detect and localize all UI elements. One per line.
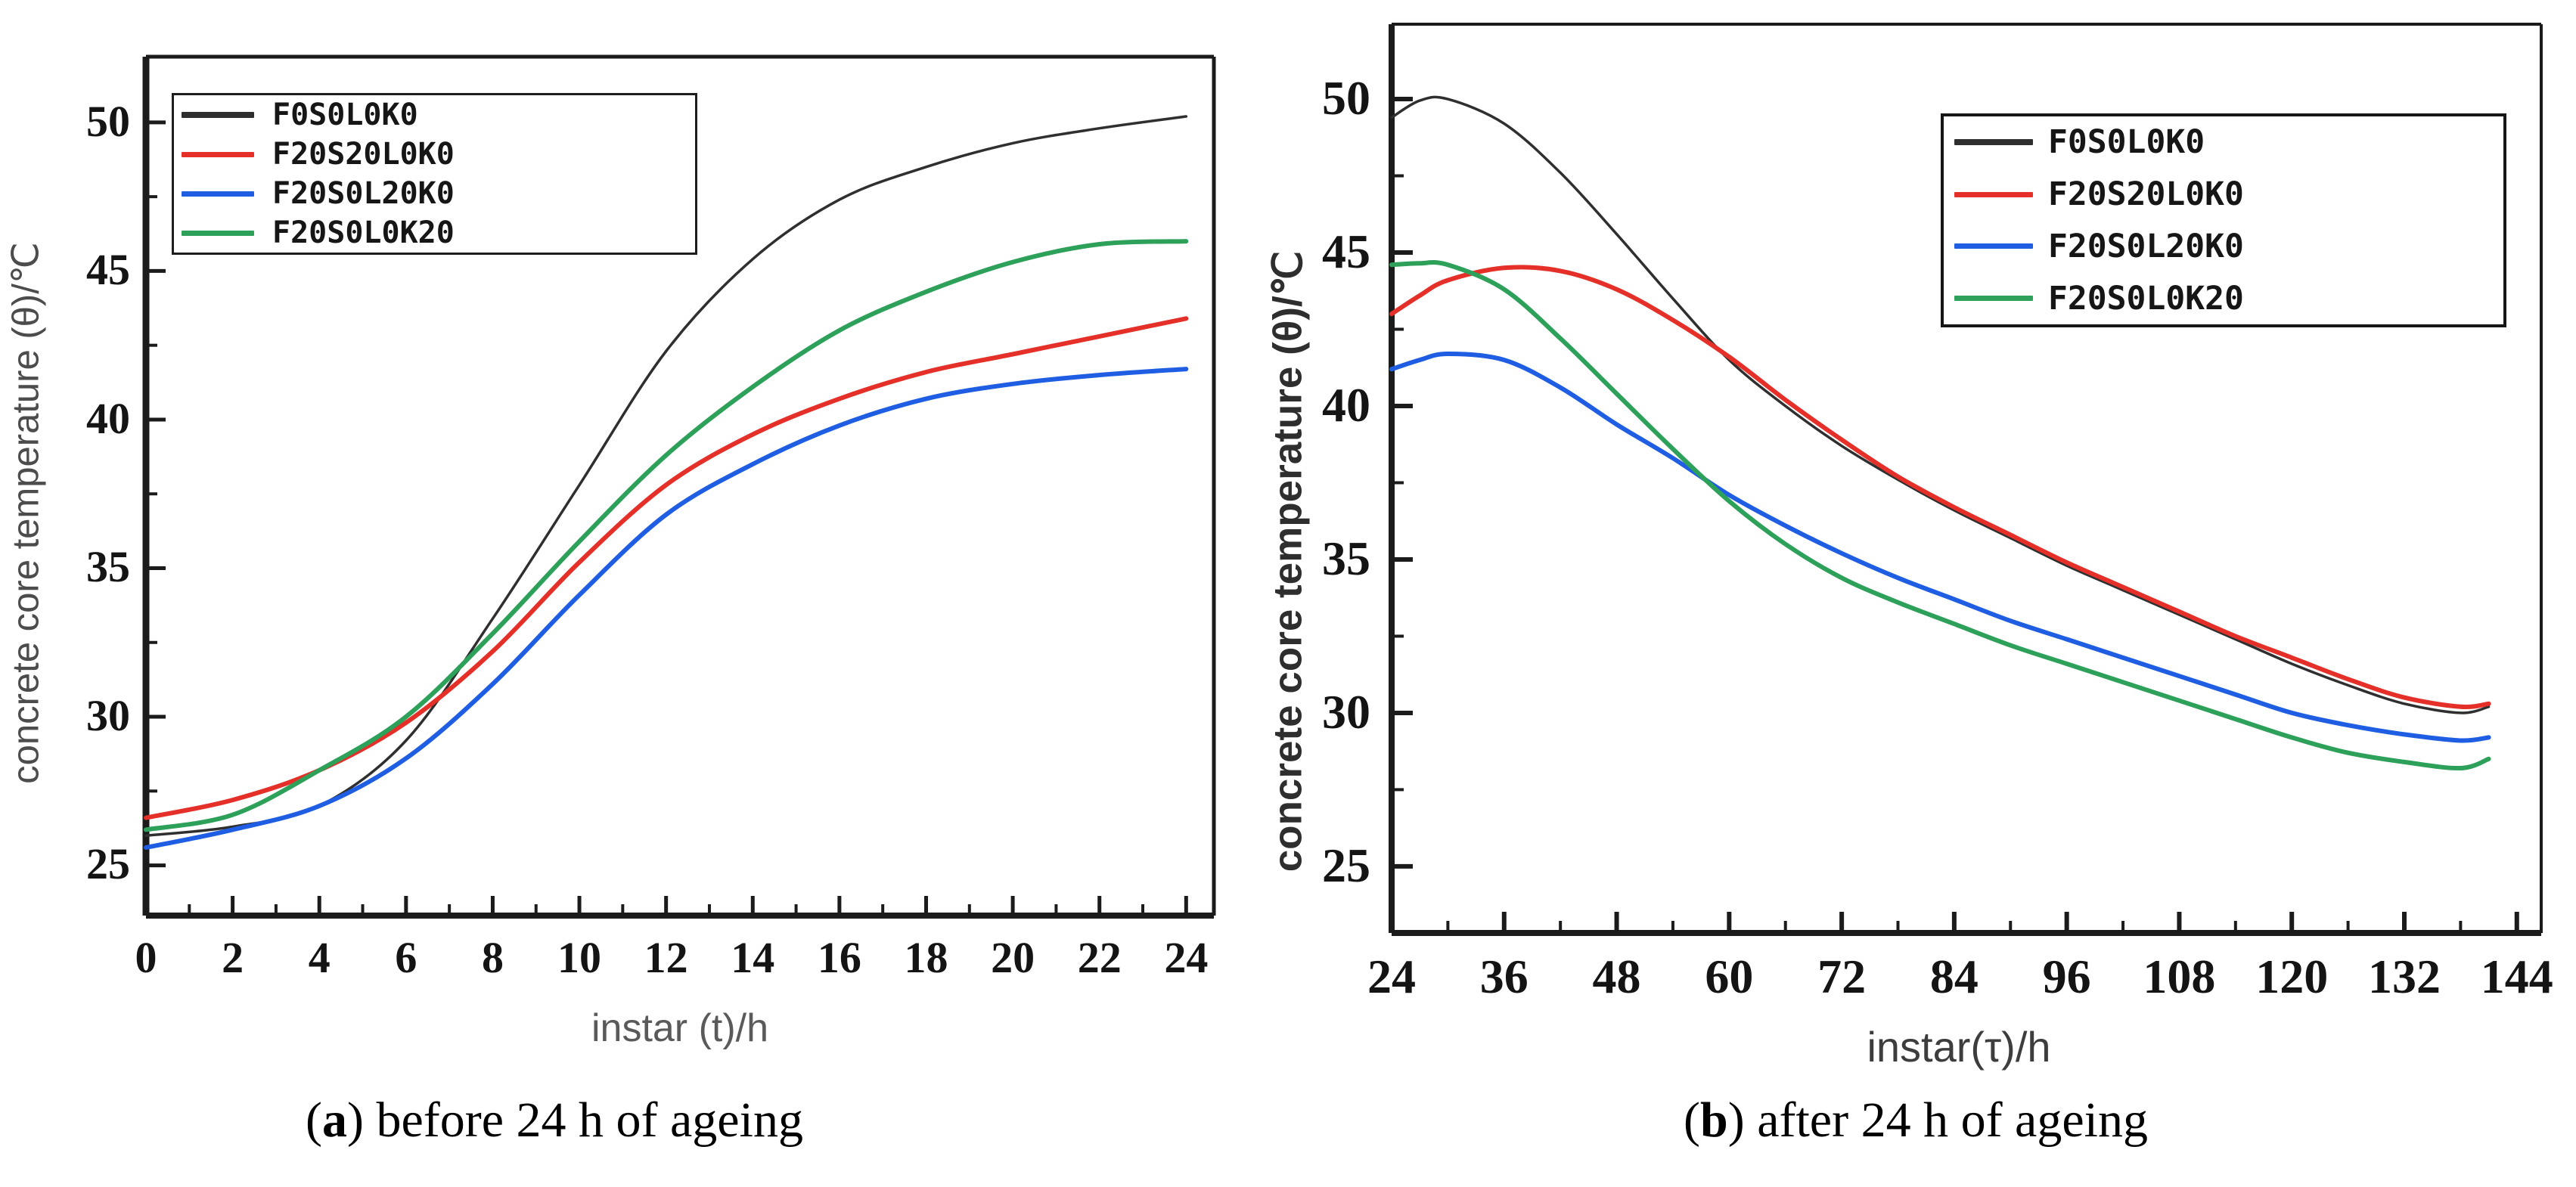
- legend-line-sample: [182, 151, 254, 157]
- series-F20S0L20K0-b: [1389, 351, 2491, 743]
- caption-a-open: (: [306, 1092, 323, 1148]
- x-tick-label-a: 10: [557, 933, 602, 982]
- legend-label: F20S0L0K20: [2048, 279, 2244, 318]
- y-tick-label-a: 30: [86, 690, 130, 740]
- caption-a-rest: ) before 24 h of ageing: [347, 1092, 803, 1148]
- series-F20S20L0K0-a: [144, 316, 1189, 820]
- caption-a-letter: a: [322, 1092, 348, 1148]
- legend-row: F0S0L0K0: [182, 98, 695, 132]
- x-tick-label-a: 8: [481, 933, 504, 982]
- series-F20S0L0K20-a: [144, 239, 1189, 832]
- x-axis-label-b: instar(τ)/h: [1867, 1023, 2051, 1071]
- legend-line-sample: [182, 112, 254, 118]
- x-tick-label-a: 22: [1077, 933, 1122, 982]
- x-tick-label-a: 2: [222, 933, 244, 982]
- legend-chart-b: F0S0L0K0 F20S20L0K0 F20S0L20K0 F20S0L0K20: [1941, 113, 2506, 327]
- y-tick-label-b: 30: [1322, 684, 1370, 739]
- x-tick-label-a: 18: [904, 933, 948, 982]
- caption-b-open: (: [1684, 1092, 1700, 1148]
- x-tick-label-b: 60: [1705, 950, 1754, 1003]
- x-tick-label-b: 36: [1479, 950, 1529, 1003]
- legend-row: F20S20L0K0: [182, 137, 695, 172]
- x-tick-label-b: 48: [1592, 950, 1641, 1003]
- x-tick-label-a: 12: [644, 933, 688, 982]
- x-tick-label-b: 132: [2367, 950, 2441, 1003]
- legend-line-sample: [1954, 296, 2033, 302]
- legend-label: F0S0L0K0: [272, 98, 418, 132]
- y-tick-label-a: 25: [86, 839, 130, 889]
- legend-row: F20S0L0K20: [182, 215, 695, 250]
- legend-label: F20S20L0K0: [2048, 175, 2244, 214]
- legend-row: F20S0L0K20: [1954, 280, 2503, 318]
- y-tick-label-b: 40: [1322, 377, 1370, 432]
- y-tick-label-b: 35: [1322, 531, 1370, 585]
- y-tick-label-a: 40: [86, 393, 130, 443]
- legend-label: F20S0L0K20: [272, 215, 455, 250]
- x-tick-label-a: 4: [308, 933, 331, 982]
- x-tick-label-b: 108: [2143, 950, 2216, 1003]
- legend-label: F20S0L20K0: [272, 176, 455, 211]
- series-F20S0L20K0-a: [144, 367, 1189, 850]
- y-tick-label-b: 45: [1322, 224, 1370, 278]
- legend-row: F20S20L0K0: [1954, 175, 2503, 213]
- x-tick-label-a: 14: [731, 933, 775, 982]
- legend-row: F20S0L20K0: [182, 176, 695, 211]
- series-F20S0L0K20-b: [1389, 260, 2491, 771]
- y-tick-label-b: 50: [1322, 70, 1370, 125]
- x-tick-label-a: 24: [1164, 933, 1209, 982]
- series-F20S20L0K0-b: [1389, 265, 2491, 710]
- x-tick-label-b: 120: [2255, 950, 2329, 1003]
- y-tick-label-a: 35: [86, 542, 130, 592]
- legend-chart-a: F0S0L0K0 F20S20L0K0 F20S0L20K0 F20S0L0K20: [172, 93, 697, 255]
- x-tick-label-a: 20: [991, 933, 1035, 982]
- legend-line-sample: [182, 191, 254, 197]
- y-tick-label-b: 25: [1322, 838, 1370, 892]
- legend-line-sample: [1954, 191, 2033, 197]
- legend-label: F0S0L0K0: [2048, 123, 2205, 162]
- legend-label: F20S20L0K0: [272, 137, 455, 172]
- legend-line-sample: [1954, 243, 2033, 249]
- x-axis-label-a: instar (t)/h: [591, 1006, 769, 1050]
- x-tick-label-b: 84: [1929, 950, 1979, 1003]
- x-tick-label-b: 24: [1367, 950, 1416, 1003]
- x-tick-label-b: 96: [2042, 950, 2091, 1003]
- y-tick-label-a: 45: [86, 245, 130, 295]
- caption-chart-a: (a) before 24 h of ageing: [101, 1092, 1008, 1149]
- caption-b-letter: b: [1700, 1092, 1728, 1148]
- series-F0S0L0K0-b: [1390, 95, 2491, 714]
- x-tick-label-a: 0: [135, 933, 157, 982]
- y-axis-label-b: concrete core temperature (θ)/℃: [1265, 250, 1311, 872]
- x-tick-label-b: 144: [2480, 950, 2553, 1003]
- y-axis-label-a: concrete core temperature (θ)/℃: [5, 242, 47, 784]
- legend-row: F0S0L0K0: [1954, 123, 2503, 161]
- caption-b-rest: ) after 24 h of ageing: [1727, 1092, 2148, 1148]
- x-tick-label-a: 6: [395, 933, 417, 982]
- legend-line-sample: [182, 230, 254, 236]
- caption-chart-b: (b) after 24 h of ageing: [1462, 1092, 2370, 1149]
- legend-label: F20S0L20K0: [2048, 227, 2244, 265]
- x-tick-label-a: 16: [817, 933, 861, 982]
- legend-line-sample: [1954, 139, 2033, 146]
- x-tick-label-b: 72: [1817, 950, 1867, 1003]
- legend-row: F20S0L20K0: [1954, 228, 2503, 265]
- y-tick-label-a: 50: [86, 96, 130, 146]
